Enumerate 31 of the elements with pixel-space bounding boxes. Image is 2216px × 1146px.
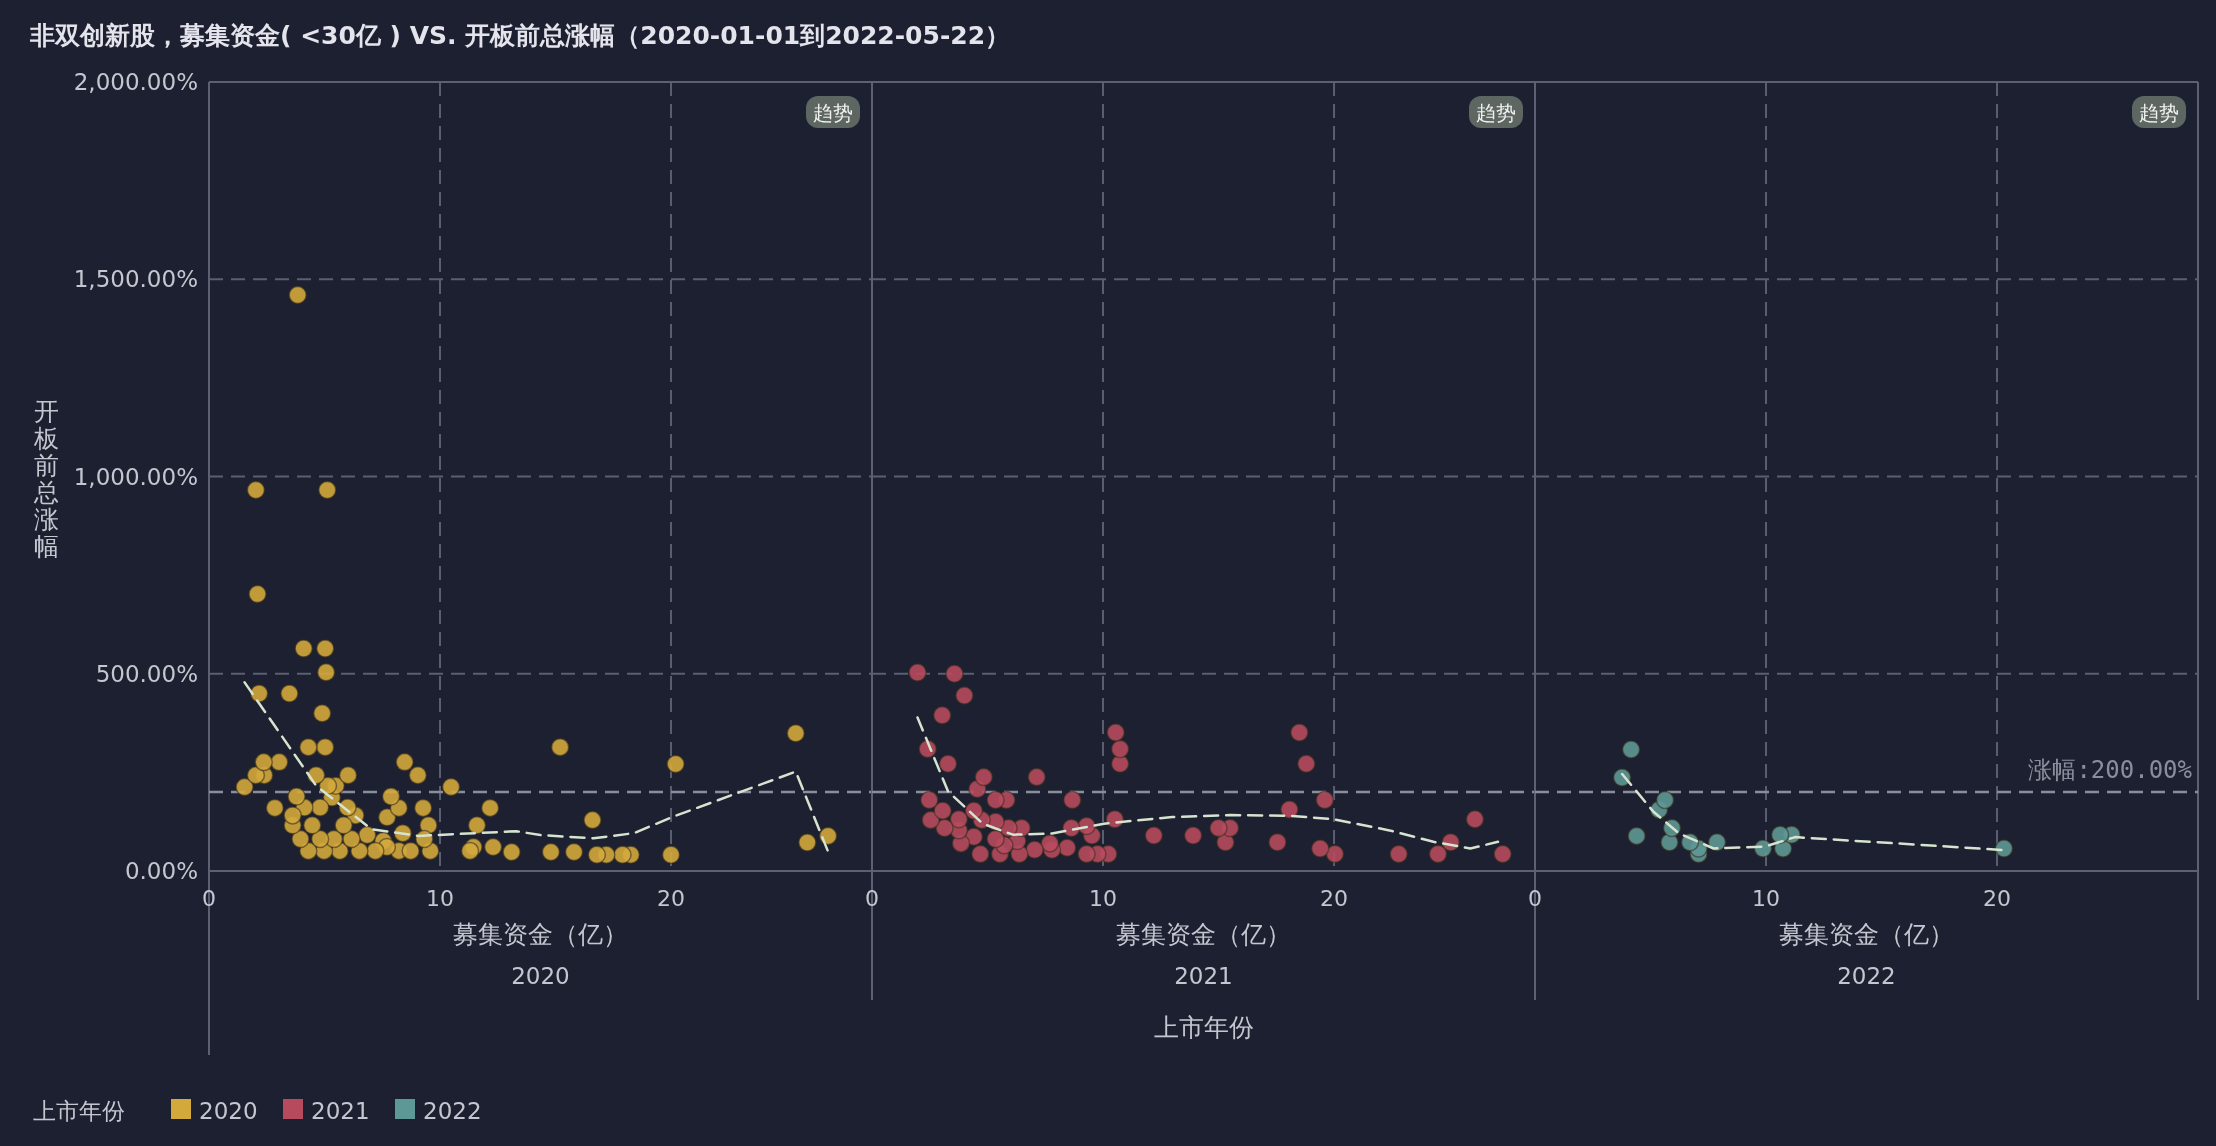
xtick: 20 [657, 886, 685, 911]
badge-text: 趋势 [1476, 101, 1516, 125]
ytick: 0.00% [124, 858, 198, 884]
facet: 2020 [511, 963, 570, 989]
xlabel: 募集资金（亿） [453, 920, 628, 949]
xtick: 0 [865, 886, 879, 911]
ytick: 1,500.00% [73, 266, 198, 293]
xtick: 10 [426, 886, 454, 911]
ytick: 2,000.00% [73, 69, 198, 95]
xtick: 0 [202, 886, 216, 911]
xtick: 10 [1752, 886, 1780, 911]
xtick: 20 [1320, 886, 1348, 911]
xtick: 0 [1528, 886, 1542, 911]
ref-label: 涨幅:200.00% [2028, 756, 2192, 785]
ylabel: 开板前总涨幅 [33, 397, 59, 561]
ytick: 500.00% [95, 660, 198, 687]
xlabel: 募集资金（亿） [1116, 920, 1291, 949]
legend-title: 上市年份 [33, 1098, 125, 1124]
facet: 2021 [1174, 963, 1233, 989]
xtick: 10 [1089, 886, 1117, 911]
legend-item: 2021 [311, 1098, 370, 1124]
facet: 2022 [1837, 963, 1896, 989]
xlabel: 募集资金（亿） [1779, 920, 1954, 949]
badge-text: 趋势 [813, 101, 853, 125]
note: 上市年份 [1153, 1013, 1254, 1042]
title: 非双创新股，募集资金( <30亿 ) VS. 开板前总涨幅（2020-01-01到2022-05-22） [30, 21, 1011, 50]
badge-text: 趋势 [2139, 101, 2179, 125]
legend-item: 2022 [423, 1098, 482, 1124]
ytick: 1,000.00% [73, 463, 198, 490]
legend-item: 2020 [199, 1098, 258, 1124]
xtick: 20 [1983, 886, 2011, 911]
